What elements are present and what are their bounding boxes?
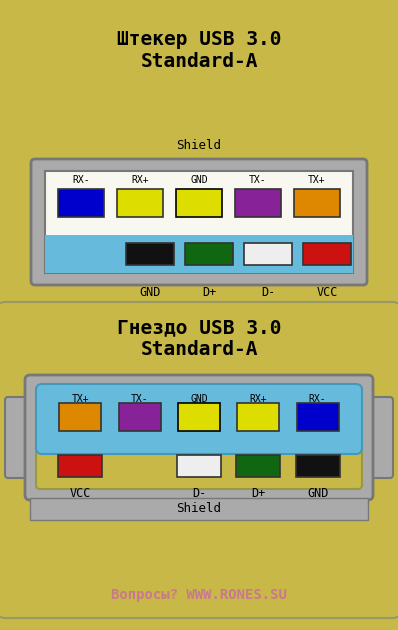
Bar bbox=[296, 455, 339, 477]
Text: D+: D+ bbox=[251, 487, 265, 500]
Text: TX+: TX+ bbox=[72, 394, 89, 404]
FancyBboxPatch shape bbox=[36, 384, 362, 454]
Text: RX+: RX+ bbox=[250, 394, 267, 404]
Text: RX+: RX+ bbox=[131, 175, 149, 185]
Text: Гнездо USB 3.0
Standard-A: Гнездо USB 3.0 Standard-A bbox=[117, 318, 281, 359]
Bar bbox=[178, 403, 220, 431]
Bar bbox=[45, 171, 353, 273]
Bar bbox=[30, 498, 368, 520]
Bar bbox=[297, 403, 339, 431]
Text: Shield: Shield bbox=[176, 139, 222, 152]
Text: D+: D+ bbox=[202, 286, 217, 299]
Text: RX-: RX- bbox=[72, 175, 90, 185]
Text: Штекер USB 3.0
Standard-A: Штекер USB 3.0 Standard-A bbox=[117, 30, 281, 71]
Bar bbox=[126, 243, 174, 265]
FancyBboxPatch shape bbox=[25, 375, 373, 500]
Text: GND: GND bbox=[190, 175, 208, 185]
Text: TX-: TX- bbox=[131, 394, 148, 404]
Text: VCC: VCC bbox=[70, 487, 91, 500]
Text: VCC: VCC bbox=[316, 286, 338, 299]
Text: GND: GND bbox=[140, 286, 161, 299]
Bar bbox=[59, 403, 101, 431]
FancyBboxPatch shape bbox=[359, 397, 393, 478]
FancyBboxPatch shape bbox=[5, 397, 39, 478]
Text: Shield: Shield bbox=[176, 503, 222, 515]
Text: TX+: TX+ bbox=[308, 175, 326, 185]
Bar bbox=[294, 189, 340, 217]
Bar bbox=[176, 189, 222, 217]
Text: TX-: TX- bbox=[249, 175, 267, 185]
Bar bbox=[244, 243, 292, 265]
FancyBboxPatch shape bbox=[0, 0, 398, 313]
Bar bbox=[178, 403, 220, 431]
Bar bbox=[59, 455, 102, 477]
Bar bbox=[237, 403, 279, 431]
Bar bbox=[235, 189, 281, 217]
Bar bbox=[45, 235, 353, 273]
FancyBboxPatch shape bbox=[0, 302, 398, 618]
Bar bbox=[58, 189, 104, 217]
Text: D-: D- bbox=[261, 286, 275, 299]
Bar bbox=[236, 455, 280, 477]
Text: RX-: RX- bbox=[309, 394, 326, 404]
Text: D-: D- bbox=[192, 487, 206, 500]
Text: Вопросы? WWW.RONES.SU: Вопросы? WWW.RONES.SU bbox=[111, 588, 287, 602]
Text: GND: GND bbox=[190, 394, 208, 404]
Bar bbox=[117, 189, 163, 217]
Bar bbox=[303, 243, 351, 265]
FancyBboxPatch shape bbox=[31, 159, 367, 285]
Text: GND: GND bbox=[307, 487, 328, 500]
Bar bbox=[176, 189, 222, 217]
FancyBboxPatch shape bbox=[36, 386, 362, 489]
Bar bbox=[185, 243, 233, 265]
Bar bbox=[119, 403, 161, 431]
Bar bbox=[177, 455, 221, 477]
